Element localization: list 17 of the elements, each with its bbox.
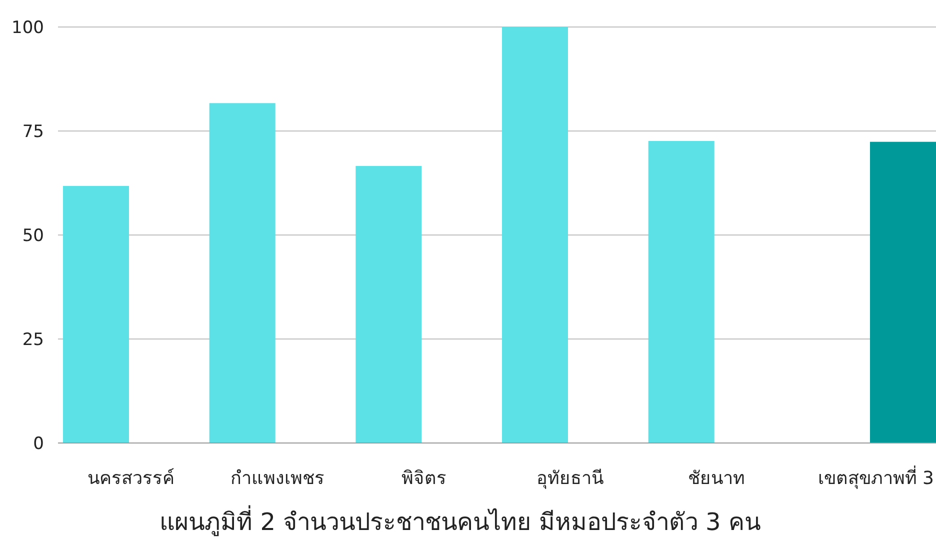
x-tick-label: เขตสุขภาพที่ 3 [818,465,934,489]
x-tick-label: กำแพงเพชร [230,468,324,489]
y-tick-label: 100 [12,18,44,38]
x-tick-label: พิจิตร [401,468,446,489]
text: แผนภูมิที่ 2 จำนวนประชาชนคนไทย มีหมอประจำตัว 3 คน [160,505,760,537]
y-tick-label: 0 [33,434,44,454]
x-tick-label: นครสวรรค์ [88,468,175,489]
y-tick-label: 50 [22,226,44,246]
bar [209,103,276,443]
bar [63,186,129,443]
x-tick-label: ชัยนาท [688,468,745,489]
bar [356,166,422,443]
y-tick-label: 25 [22,330,44,350]
bar [502,27,568,443]
y-tick-label: 75 [22,122,44,142]
bar [648,140,714,443]
x-tick-label: อุทัยธานี [536,468,604,489]
